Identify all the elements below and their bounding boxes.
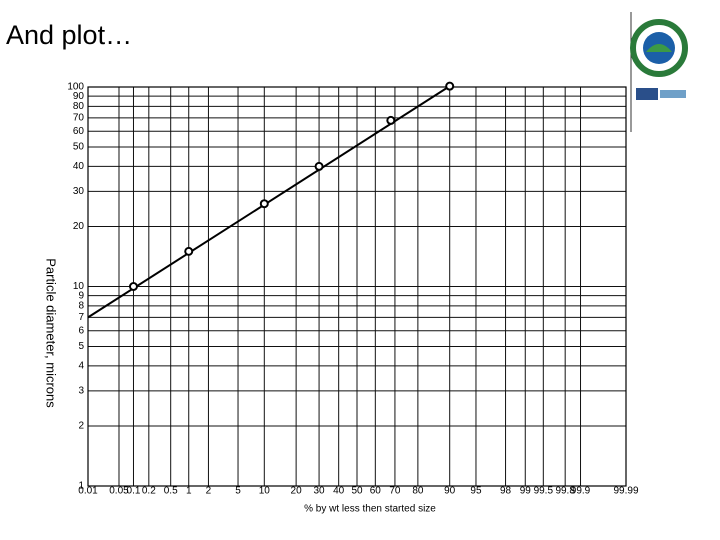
x-tick-label: 98 — [500, 486, 512, 497]
data-point — [314, 161, 324, 171]
logo-ring — [630, 19, 688, 77]
slide-title: And plot… — [6, 20, 132, 50]
y-tick-label: 2 — [78, 421, 84, 432]
x-tick-label: 99 — [520, 486, 532, 497]
partner-logo — [636, 88, 686, 100]
y-tick-label: 50 — [73, 142, 85, 153]
y-tick-label: 60 — [73, 126, 85, 137]
y-tick-label: 8 — [78, 300, 84, 311]
x-tick-label: 0.1 — [127, 486, 141, 497]
x-tick-label: 0.01 — [78, 486, 98, 497]
x-tick-label: 80 — [412, 486, 424, 497]
x-tick-label: 60 — [370, 486, 382, 497]
data-point — [386, 115, 396, 125]
x-tick-label: 0.5 — [164, 486, 178, 497]
y-axis-label: Particle diameter, microns — [44, 258, 59, 408]
y-tick-label: 20 — [73, 221, 85, 232]
x-tick-label: 99.9 — [571, 486, 591, 497]
y-tick-label: 100 — [67, 82, 84, 93]
y-tick-label: 70 — [73, 113, 85, 124]
logo-leaf — [646, 44, 672, 52]
partner-swoosh — [660, 90, 686, 98]
data-point — [259, 199, 269, 209]
x-tick-label: 70 — [389, 486, 401, 497]
y-tick-label: 9 — [78, 290, 84, 301]
x-tick-label: 1 — [186, 486, 192, 497]
y-tick-label: 5 — [78, 341, 84, 352]
x-tick-label: 20 — [291, 486, 303, 497]
y-tick-label: 10 — [73, 281, 85, 292]
data-point — [445, 81, 455, 91]
y-tick-label: 6 — [78, 325, 84, 336]
x-tick-label: 99.5 — [534, 486, 554, 497]
plot-frame — [87, 86, 627, 487]
x-tick-label: 2 — [206, 486, 212, 497]
x-tick-label: 0.2 — [142, 486, 156, 497]
data-point — [128, 282, 138, 291]
x-tick-label: 10 — [259, 486, 271, 497]
y-tick-label: 1 — [78, 481, 84, 492]
y-tick-label: 40 — [73, 161, 85, 172]
y-tick-label: 7 — [78, 312, 84, 323]
partner-mark — [636, 88, 658, 100]
y-tick-label: 4 — [78, 361, 84, 372]
y-tick-label: 90 — [73, 91, 85, 102]
y-tick-label: 80 — [73, 101, 85, 112]
x-tick-label: 99.8 — [555, 486, 575, 497]
x-tick-label: 0.05 — [109, 486, 129, 497]
x-tick-label: 30 — [314, 486, 326, 497]
x-tick-label: 5 — [235, 486, 241, 497]
x-tick-label: 95 — [470, 486, 482, 497]
x-tick-label: 50 — [351, 486, 363, 497]
y-tick-label: 3 — [78, 385, 84, 396]
x-tick-label: 90 — [444, 486, 456, 497]
x-tick-label: 40 — [333, 486, 345, 497]
x-tick-label: 99.99 — [613, 486, 638, 497]
data-point — [184, 246, 194, 256]
x-axis-label: % by wt less then started size — [304, 504, 436, 515]
y-tick-label: 30 — [73, 186, 85, 197]
epa-logo — [630, 19, 688, 77]
